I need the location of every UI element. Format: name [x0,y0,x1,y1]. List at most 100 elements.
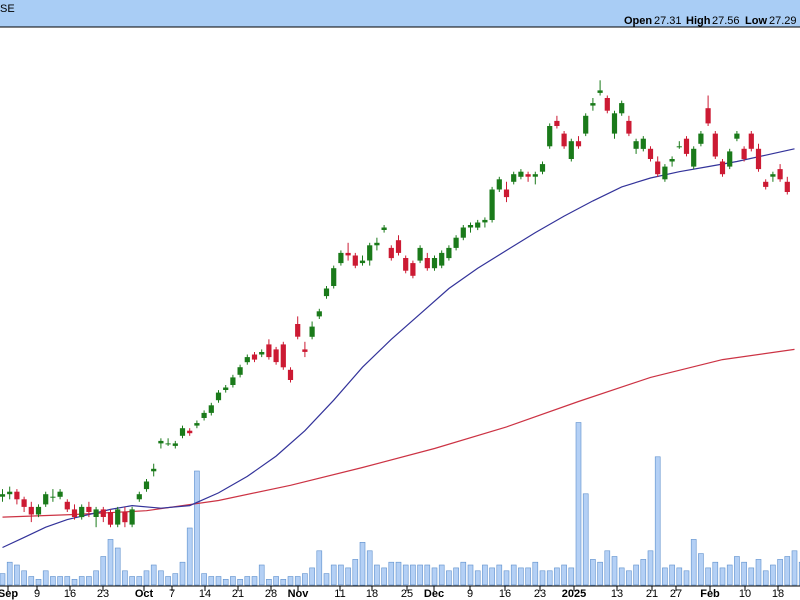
candle-body [590,103,596,106]
candle-body [266,344,272,358]
chart-title-fragment: SE [0,3,15,15]
candle-body [532,174,538,177]
volume-bar [755,559,762,586]
candle-body [403,258,409,271]
candle-body [0,494,6,497]
candle-body [7,491,13,495]
x-tick-label: 9 [34,588,40,600]
candle-body [158,440,164,444]
candle-body [453,237,459,248]
volume-bar [186,527,193,586]
candle-body [395,240,402,253]
volume-bar [554,567,560,586]
low-value: 27.29 [769,15,797,27]
candle-body [215,392,222,401]
candle-body [748,133,754,149]
volume-bar [640,559,647,586]
candle-body [734,133,740,139]
volume-bar [453,567,459,586]
volume-bar [129,576,135,586]
volume-bar [726,564,733,586]
volume-bar [287,576,294,586]
volume-bar [201,573,207,586]
candle-body [597,90,603,93]
volume-bar [0,573,6,586]
moving-averages [2,148,795,549]
volume-bar [194,470,200,586]
candle-body [143,481,150,490]
candle-body [676,146,682,148]
candle-body [338,252,344,264]
volume-bar [222,578,229,586]
candle-body [323,288,330,297]
candle-body [691,148,697,167]
volume-bar [597,561,603,586]
candle-body [547,126,553,147]
volume-bar [525,567,531,586]
candle-body [21,499,27,507]
candle-body [381,227,387,230]
candle-body [439,252,445,266]
candle-body [525,174,531,177]
volume-bar [482,564,488,586]
volume-bar [374,564,380,586]
candle-body [230,377,236,385]
candle-body [93,509,99,517]
candle-body [482,219,488,223]
candle-body [86,506,92,512]
candle-body [28,506,34,515]
candle-body [683,138,690,154]
volume-bar [143,570,150,586]
volume-bar [136,576,143,586]
volume-bar [50,576,56,586]
volume-bar [676,567,683,586]
candle-body [129,509,135,525]
volume-bar [438,564,445,586]
volume-bar [770,564,776,586]
volume-bar [345,567,351,586]
candle-body [575,141,582,147]
x-tick-label: 23 [534,588,546,600]
volume-bar [230,576,236,586]
candle-body [295,324,301,337]
volume-bar [654,456,661,586]
volume-bar [273,576,279,586]
candle-body [626,120,632,134]
volume-bar [122,570,128,586]
candle-body [777,169,783,180]
candle-body [280,344,286,368]
x-tick-label: 16 [64,588,76,600]
x-tick-label: 14 [199,588,211,600]
candle-body [741,148,747,159]
volume-bar [568,567,575,586]
volume-bar [150,564,157,586]
volume-bar [734,556,740,586]
candle-body [179,428,186,436]
volume-bar [93,570,99,586]
volume-bar [417,564,423,586]
candle-body [727,151,733,167]
candle-body [424,258,430,269]
volume-bars [0,422,800,586]
candle-body [583,115,589,134]
volume-bar [215,576,222,586]
candle-body [712,133,718,157]
candle-body [165,443,171,445]
volume-bar [381,567,387,586]
volume-bar [546,570,553,586]
x-tick-label: 9 [467,588,473,600]
candle-body [316,311,322,317]
volume-bar [42,570,49,586]
x-tick-label: 23 [97,588,109,600]
candle-body [705,108,711,124]
candle-body [763,181,769,187]
candle-body [647,148,654,159]
volume-bar [647,550,654,586]
candle-body [57,491,63,497]
candle-body [345,252,351,256]
volume-bar [366,550,373,586]
x-tick-label: 18 [772,588,784,600]
volume-bar [158,570,164,586]
volume-bar [402,564,409,586]
